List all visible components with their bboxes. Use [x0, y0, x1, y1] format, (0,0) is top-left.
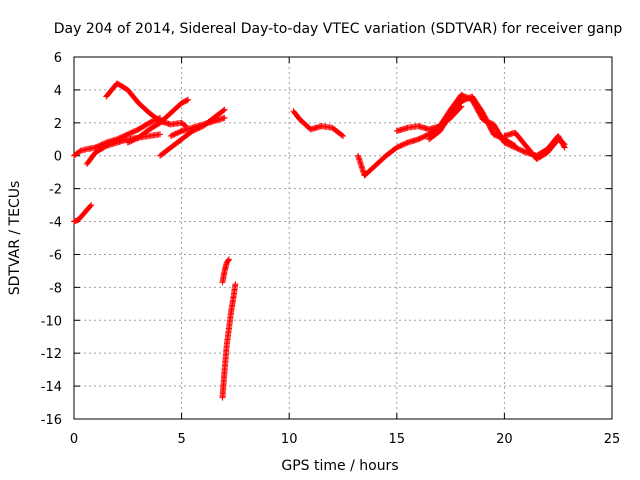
grid-lines [74, 57, 612, 419]
y-tick-label: -16 [41, 413, 62, 428]
data-point [340, 132, 346, 139]
data-point [88, 202, 95, 209]
y-tick-label: 0 [54, 150, 62, 165]
x-tick-label: 5 [177, 432, 185, 447]
series-arc-13 [426, 93, 519, 149]
series-arc-4 [103, 80, 189, 130]
x-axis-label: GPS time / hours [281, 458, 398, 474]
series-arc-10 [290, 108, 346, 139]
y-tick-label: 2 [54, 117, 62, 132]
data-point [232, 281, 239, 288]
data-point [561, 141, 568, 148]
data-point [157, 131, 164, 138]
data-point [512, 142, 519, 149]
data-point [183, 97, 190, 104]
x-tick-label: 15 [389, 432, 406, 447]
x-tick-label: 20 [496, 432, 513, 447]
series-arc-14 [501, 129, 568, 163]
chart-title: Day 204 of 2014, Sidereal Day-to-day VTE… [54, 21, 623, 37]
series-arc-2 [71, 202, 95, 225]
y-tick-label: 6 [54, 51, 62, 66]
y-tick-label: -10 [41, 314, 62, 329]
plot-frame [73, 56, 613, 420]
y-axis-ticks: -16 -14 -12 -10 -8 -6 -4 -2 0 2 4 6 [41, 51, 612, 428]
x-axis-ticks: 0 5 10 15 20 25 [70, 57, 620, 447]
data-point [87, 203, 94, 210]
x-tick-label: 0 [70, 432, 78, 447]
data-point [338, 132, 345, 139]
y-tick-label: -2 [49, 183, 62, 198]
data-points [71, 80, 568, 401]
series-arc-7 [167, 114, 228, 139]
data-point [220, 107, 227, 114]
data-point [511, 142, 518, 149]
data-point [221, 114, 228, 121]
series-arc-5 [124, 96, 192, 146]
data-point [225, 256, 232, 263]
data-point [185, 96, 192, 103]
plot-border [73, 56, 613, 420]
y-tick-label: -4 [49, 216, 62, 231]
series-arc-9 [219, 281, 239, 401]
y-tick-label: -8 [49, 281, 62, 296]
data-point [225, 257, 232, 264]
y-tick-label: -14 [41, 380, 62, 395]
data-point [560, 140, 567, 147]
y-tick-label: -6 [49, 248, 62, 263]
series-arc-8 [219, 256, 232, 286]
y-tick-label: -12 [41, 347, 62, 362]
x-tick-label: 10 [281, 432, 298, 447]
y-tick-label: 4 [54, 84, 62, 99]
y-axis-label: SDTVAR / TECUs [7, 181, 23, 296]
series-arc-12 [393, 103, 465, 135]
data-point [221, 106, 228, 113]
x-tick-label: 25 [604, 432, 621, 447]
